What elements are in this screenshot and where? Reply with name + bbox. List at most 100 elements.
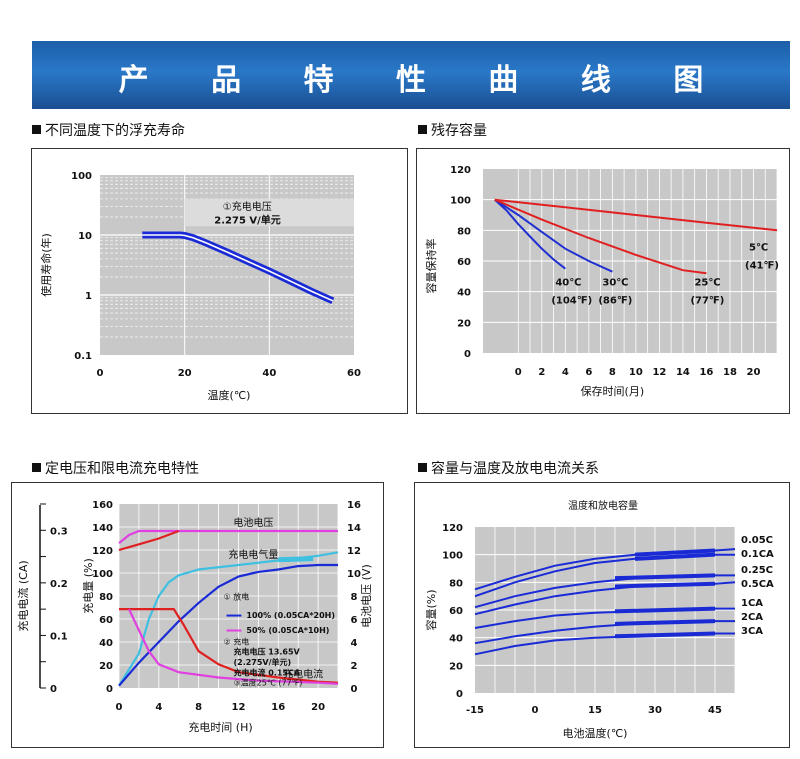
y-tick-label: 40	[457, 288, 471, 299]
series-label-f: (77℉)	[690, 296, 724, 307]
y-tick-label: 60	[457, 257, 471, 268]
capacity-highlight	[634, 552, 716, 561]
pct-tick-label: 20	[99, 661, 113, 672]
y-tick-label: 0	[464, 349, 471, 360]
chart-panel-charge: 0 0.1 0.2 0.3 充电电流 (CA) 0 20 40 60 80 100 120 140 160…	[11, 482, 384, 748]
series-label: 25℃	[694, 278, 720, 289]
y-tick-label: 20	[457, 318, 471, 329]
capacity-highlight	[614, 573, 716, 581]
section-title-charge-text: 定电压和限电流充电特性	[45, 461, 199, 477]
current-axis-label: 充电电流 (CA)	[16, 560, 30, 631]
annotation-line1: ①充电电压	[223, 200, 272, 213]
x-axis-label: 温度(℃)	[208, 388, 251, 402]
x-tick-label: 30	[648, 705, 662, 716]
capacity-temperature-chart: 温度和放电容量-15 0 15 30 45020406080100120电池温度(℃)容…	[424, 499, 774, 740]
y-tick-label: 80	[457, 226, 471, 237]
y-tick-label: 40	[449, 634, 463, 645]
series-label: 30℃	[602, 278, 628, 289]
legend-100: 100% (0.05CA*20H)	[246, 611, 335, 620]
charge-curve	[118, 529, 180, 552]
voltage-tick-label: 8	[351, 592, 358, 603]
x-tick-label: -15	[466, 705, 484, 716]
x-tick-label: 8	[195, 702, 202, 713]
voltage-axis-label: 电池电压 (V)	[360, 564, 373, 628]
chart-title: 温度和放电容量	[568, 499, 638, 512]
section-title-charge: 定电压和限电流充电特性	[32, 458, 199, 478]
chart-panel-life: 0 20 40 60 0.1 1 10 100 温度(℃) 使用寿命(年) ①充电电压 2.275 V…	[31, 148, 408, 414]
charged-curve-label: 充电电气量	[228, 548, 278, 561]
retention-curve	[494, 198, 778, 232]
annotation-box	[184, 198, 354, 227]
x-tick-label: 20	[311, 702, 325, 713]
legend-head: ① 放电	[224, 591, 250, 601]
x-tick-label: 12	[231, 702, 245, 713]
annotation-line2: 2.275 V/单元	[214, 214, 281, 227]
residual-capacity-chart: 0 2 4 6 8 10 12 14 16 18 20 0 20 40 60 80 100 120 保存时间(月) 容…	[424, 165, 779, 398]
charge-curve	[118, 563, 338, 687]
section-title-capacity: 容量与温度及放电电流关系	[418, 458, 599, 478]
x-tick-label: 18	[723, 367, 737, 378]
section-title-capacity-text: 容量与温度及放电电流关系	[431, 461, 599, 477]
legend-50: 50% (0.05CA*10H)	[246, 626, 329, 635]
current-curve-label: 充电电流	[283, 668, 323, 681]
header-banner: 产 品 特 性 曲 线 图	[32, 41, 790, 109]
series-label: 5℃	[749, 242, 768, 253]
x-tick-label: 16	[699, 367, 713, 378]
pct-tick-label: 160	[92, 500, 113, 511]
y-tick-label: 20	[449, 661, 463, 672]
x-tick-label: 4	[562, 367, 569, 378]
voltage-tick-label: 6	[351, 615, 358, 626]
y-tick-label: 120	[442, 523, 463, 534]
y-axis-label: 使用寿命(年)	[39, 233, 53, 297]
current-tick-label: 0.3	[50, 526, 68, 537]
voltage-tick-label: 4	[351, 638, 358, 649]
x-tick-label: 0	[97, 368, 104, 379]
pct-tick-label: 60	[99, 615, 113, 626]
x-tick-label: 20	[747, 367, 761, 378]
voltage-tick-label: 12	[347, 546, 361, 557]
series-name-label: 1CA	[741, 598, 763, 609]
pct-tick-label: 140	[92, 523, 113, 534]
life-curve-inner	[142, 234, 334, 302]
note-charge: ② 充电	[224, 636, 250, 646]
series-name-label: 2CA	[741, 612, 763, 623]
y-tick-label: 100	[450, 196, 471, 207]
voltage-tick-label: 14	[347, 523, 361, 534]
x-tick-label: 0	[515, 367, 522, 378]
retention-curve	[494, 198, 707, 275]
section-title-life: 不同温度下的浮充寿命	[32, 120, 185, 140]
series-label-f: (104℉)	[551, 296, 592, 307]
pct-tick-label: 80	[99, 592, 113, 603]
x-tick-label: 2	[538, 367, 545, 378]
x-tick-label: 15	[588, 705, 602, 716]
series-label-f: (86℉)	[598, 296, 632, 307]
series-name-label: 3CA	[741, 626, 763, 637]
capacity-highlight	[614, 581, 716, 589]
x-axis-label: 电池温度(℃)	[563, 726, 628, 740]
x-axis-label: 保存时间(月)	[581, 384, 645, 398]
capacity-highlight	[634, 548, 716, 557]
series-name-label: 0.25C	[741, 565, 773, 576]
section-title-retention-text: 残存容量	[431, 123, 487, 139]
x-tick-label: 4	[155, 702, 162, 713]
x-tick-label: 0	[532, 705, 539, 716]
x-tick-label: 12	[652, 367, 666, 378]
charge-curve	[128, 608, 339, 685]
x-axis-label: 充电时间 (H)	[188, 720, 252, 734]
series-label-f: (41℉)	[745, 260, 779, 271]
x-tick-label: 16	[271, 702, 285, 713]
y-axis-label: 容量保持率	[424, 239, 438, 294]
section-title-retention: 残存容量	[418, 120, 487, 140]
x-tick-label: 20	[178, 368, 192, 379]
current-tick-label: 0.1	[50, 631, 68, 642]
retention-curve	[494, 198, 566, 270]
x-tick-label: 0	[116, 702, 123, 713]
note-voltage: 充电电压 13.65V	[233, 647, 300, 657]
y-tick-label: 120	[450, 165, 471, 176]
current-tick-label: 0.2	[50, 579, 68, 590]
x-tick-label: 6	[585, 367, 592, 378]
pct-tick-label: 40	[99, 638, 113, 649]
y-tick-label: 10	[78, 231, 92, 242]
